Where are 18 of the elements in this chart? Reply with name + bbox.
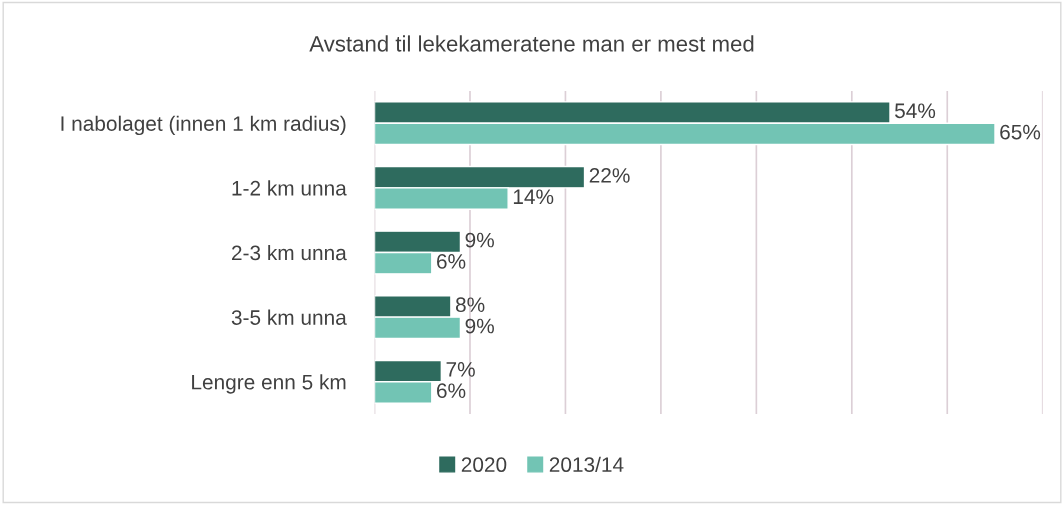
data-label: 6% bbox=[437, 254, 466, 269]
y-tick-label: 1-2 km unna bbox=[232, 180, 347, 196]
data-label: 14% bbox=[513, 189, 554, 205]
data-label: 22% bbox=[589, 168, 630, 183]
data-label: 6% bbox=[437, 383, 466, 399]
data-label: 8% bbox=[455, 297, 485, 313]
y-tick-label: 2-3 km unna bbox=[232, 244, 347, 261]
y-tick-label: Lengre enn 5 km bbox=[192, 374, 346, 394]
data-label: 7% bbox=[446, 362, 475, 377]
data-label: 9% bbox=[465, 232, 494, 248]
y-tick-label: 3-5 km unna bbox=[231, 309, 347, 325]
y-tick-label: I nabolaget (innen 1 km radius) bbox=[61, 115, 346, 136]
legend-label: 2020 bbox=[461, 457, 507, 473]
data-label: 54% bbox=[894, 103, 936, 119]
data-label: 9% bbox=[465, 318, 494, 334]
chart-title: Avstand til lekekameratene man er mest med bbox=[309, 35, 754, 52]
data-label: 65% bbox=[1000, 124, 1041, 140]
legend-label: 2013/14 bbox=[549, 456, 624, 473]
